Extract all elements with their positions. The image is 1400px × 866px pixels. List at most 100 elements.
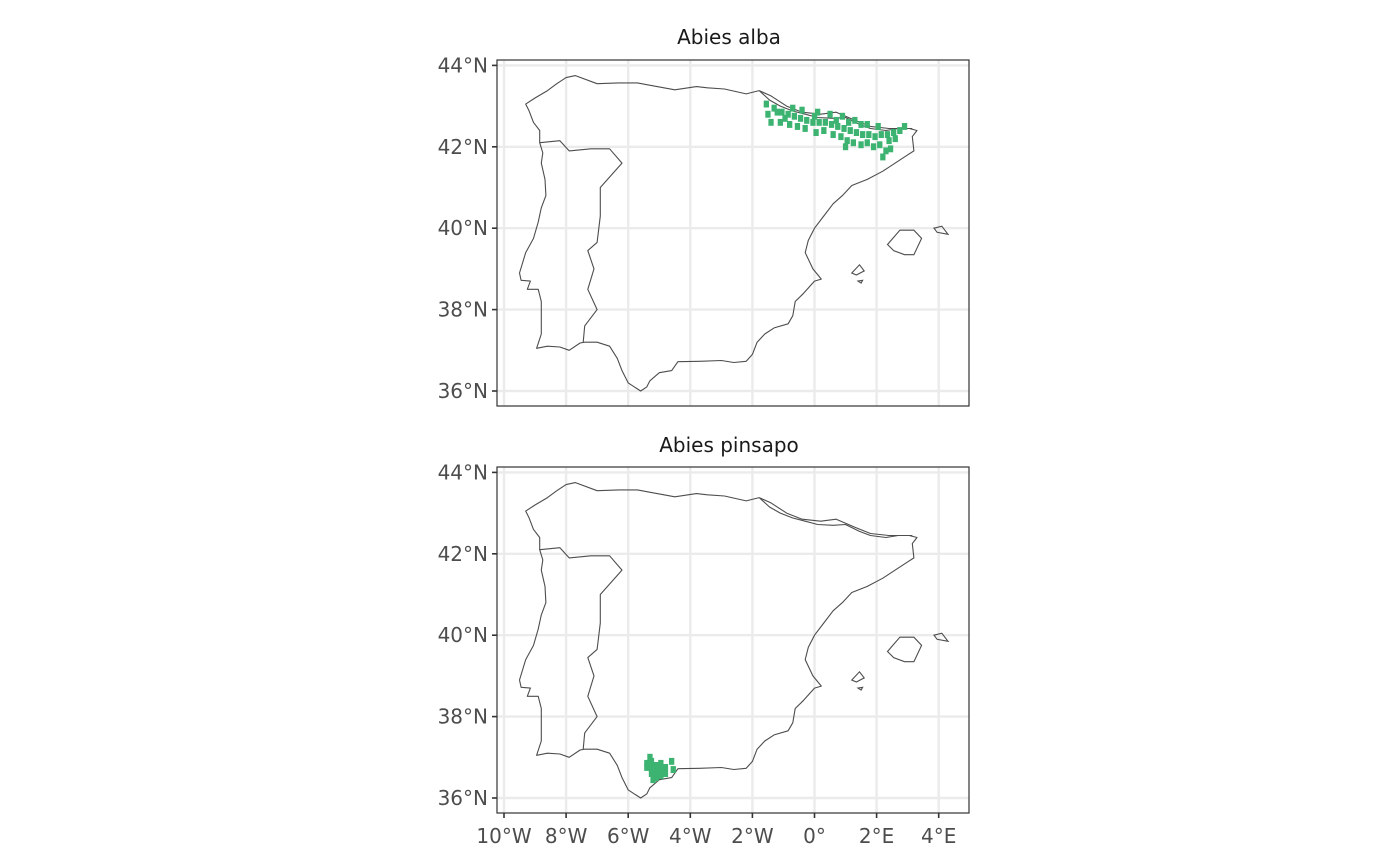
occurrence-cell (782, 114, 788, 122)
y-tick-label: 40°N (438, 216, 488, 240)
panel-title-abies-pinsapo: Abies pinsapo (659, 433, 799, 457)
y-tick-label: 44°N (438, 460, 488, 484)
panel-title-abies-alba: Abies alba (677, 25, 781, 49)
x-tick-label: 2°E (859, 824, 894, 848)
y-tick-label: 36°N (438, 379, 488, 403)
occurrence-cell (669, 757, 675, 765)
occurrence-cell (797, 114, 804, 122)
occurrence-cell (828, 121, 835, 128)
y-tick-label: 44°N (438, 53, 488, 77)
occurrence-cell (842, 143, 849, 151)
occurrence-cell (844, 137, 850, 145)
occurrence-cell (841, 125, 847, 132)
graticule (497, 60, 969, 406)
occurrence-cell (860, 131, 866, 138)
occurrence-cell (864, 121, 870, 128)
y-tick-label: 38°N (438, 298, 488, 322)
occurrence-cell (833, 116, 839, 124)
occurrence-cell (830, 131, 836, 138)
occurrence-cell (887, 145, 894, 153)
balearic-islands (850, 225, 950, 284)
occurrence-cell (648, 770, 655, 777)
occurrence-cell (765, 110, 771, 118)
occurrence-cell (821, 127, 827, 134)
occurrence-cell (647, 753, 653, 761)
island-outline (933, 225, 950, 236)
island-outline (856, 686, 864, 691)
occurrence-cell (815, 108, 821, 116)
occurrence-cell (886, 137, 892, 145)
x-tick-label: 4°W (669, 824, 712, 848)
occurrence-cell (864, 139, 870, 147)
occurrence-cell (872, 133, 878, 141)
occurrence-cell (827, 110, 833, 118)
y-tick-label: 42°N (438, 135, 488, 159)
x-tick-label: 4°E (921, 824, 956, 848)
occurrence-cell (839, 112, 846, 120)
x-tick-label: 10°W (476, 824, 531, 848)
panel-background (497, 467, 969, 813)
occurrence-cell (653, 774, 659, 782)
y-axis: 36°N 38°N 40°N 42°N 44°N (438, 53, 497, 403)
occurrence-cell (811, 112, 818, 120)
occurrence-cell (650, 776, 656, 784)
occurrence-cell (852, 116, 858, 124)
occurrence-cell (771, 104, 777, 112)
occurrence-cell (870, 143, 877, 151)
y-axis: 36°N 38°N 40°N 42°N 44°N (438, 460, 497, 810)
iberia-coastline (518, 482, 918, 799)
x-tick-label: 0° (803, 824, 826, 848)
occurrence-cell (653, 762, 659, 769)
occurrence-cell (658, 766, 664, 773)
occurrence-cell (892, 135, 898, 143)
x-axis: 10°W 8°W 6°W 4°W 2°W 0° 2°E 4°E (476, 813, 956, 848)
island-outline (886, 636, 923, 663)
occurrence-cell (779, 108, 785, 116)
portugal-border (539, 140, 623, 343)
island-outline (850, 263, 866, 276)
x-tick-label: 8°W (545, 824, 588, 848)
panel-abies-pinsapo: Abies pinsapo 36°N 38°N 40°N 42°N 44°N 10°W 8… (438, 433, 970, 848)
occurrence-cell (816, 118, 822, 126)
occurrence-cell (763, 100, 769, 108)
balearic-islands (850, 632, 950, 691)
occurrence-cell (644, 764, 650, 771)
island-outline (856, 279, 864, 284)
occurrence-cell (653, 768, 659, 775)
occurrence-cell (884, 131, 891, 138)
occurrence-cell (810, 118, 816, 126)
occurrence-cell (659, 770, 665, 777)
island-outline (850, 670, 866, 683)
occurrence-cell (878, 131, 884, 138)
occurrence-cell (883, 147, 889, 155)
occurrence-cell (648, 764, 655, 771)
occurrence-cell (838, 133, 844, 141)
panel-border (496, 466, 970, 814)
occurrence-cell (768, 118, 774, 126)
occurrence-cell (880, 153, 886, 161)
occurrence-cell (875, 123, 881, 130)
occurrence-cell (853, 129, 860, 136)
occurrence-cell (813, 129, 819, 136)
occurrence-cell (897, 127, 903, 134)
occurrence-cell (791, 112, 797, 120)
occurrence-cell (790, 104, 796, 112)
occurrence-cell (658, 759, 664, 767)
occurrence-cell (850, 139, 856, 147)
x-tick-label: 2°W (731, 824, 774, 848)
occurrence-cell (644, 759, 650, 767)
pyrenees-border (758, 497, 913, 537)
portugal-border (539, 547, 623, 750)
occurrence-cell (858, 121, 864, 128)
occurrence-cell (785, 110, 791, 118)
occurrence-cell (794, 123, 801, 130)
occurrence-cell (866, 131, 872, 138)
panel-abies-alba: Abies alba 36°N 38°N 40°N 42°N 44°N (438, 25, 970, 407)
occurrence-cell (846, 118, 852, 126)
island-outline (886, 229, 923, 256)
occurrence-cell (648, 757, 655, 765)
occurrence-cell (822, 118, 828, 126)
occurrence-cell (835, 123, 841, 130)
x-tick-label: 6°W (607, 824, 650, 848)
